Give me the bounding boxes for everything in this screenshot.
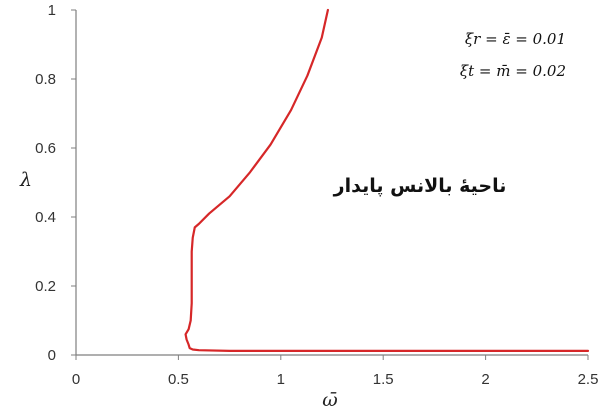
x-axis-label: ω̄ xyxy=(322,389,338,411)
annotation-xi-t: ξt = m̄ = 0.02 xyxy=(460,62,566,80)
y-tick-label: 0.8 xyxy=(35,71,56,88)
y-tick-label: 0 xyxy=(48,347,56,364)
annotation-xi-r: ξr = ε̄ = 0.01 xyxy=(465,30,566,48)
x-tick-label: 0.5 xyxy=(168,371,189,388)
axes xyxy=(75,10,588,356)
x-tick-label: 1 xyxy=(277,371,285,388)
x-tick-label: 2 xyxy=(481,371,489,388)
x-tick-label: 0 xyxy=(72,371,80,388)
y-tick-label: 0.2 xyxy=(35,278,56,295)
region-label: ناحیهٔ بالانس پایدار xyxy=(333,175,507,197)
x-ticks: 0 0.5 1 1.5 2 2.5 xyxy=(72,355,599,388)
x-tick-label: 1.5 xyxy=(373,371,394,388)
y-ticks: 0 0.2 0.4 0.6 0.8 1 xyxy=(35,2,76,364)
stability-boundary-line xyxy=(184,8,590,352)
y-tick-label: 1 xyxy=(48,2,56,19)
x-tick-label: 2.5 xyxy=(578,371,599,388)
y-tick-label: 0.6 xyxy=(35,140,56,157)
y-axis-label: λ xyxy=(19,169,32,191)
y-tick-label: 0.4 xyxy=(35,209,56,226)
